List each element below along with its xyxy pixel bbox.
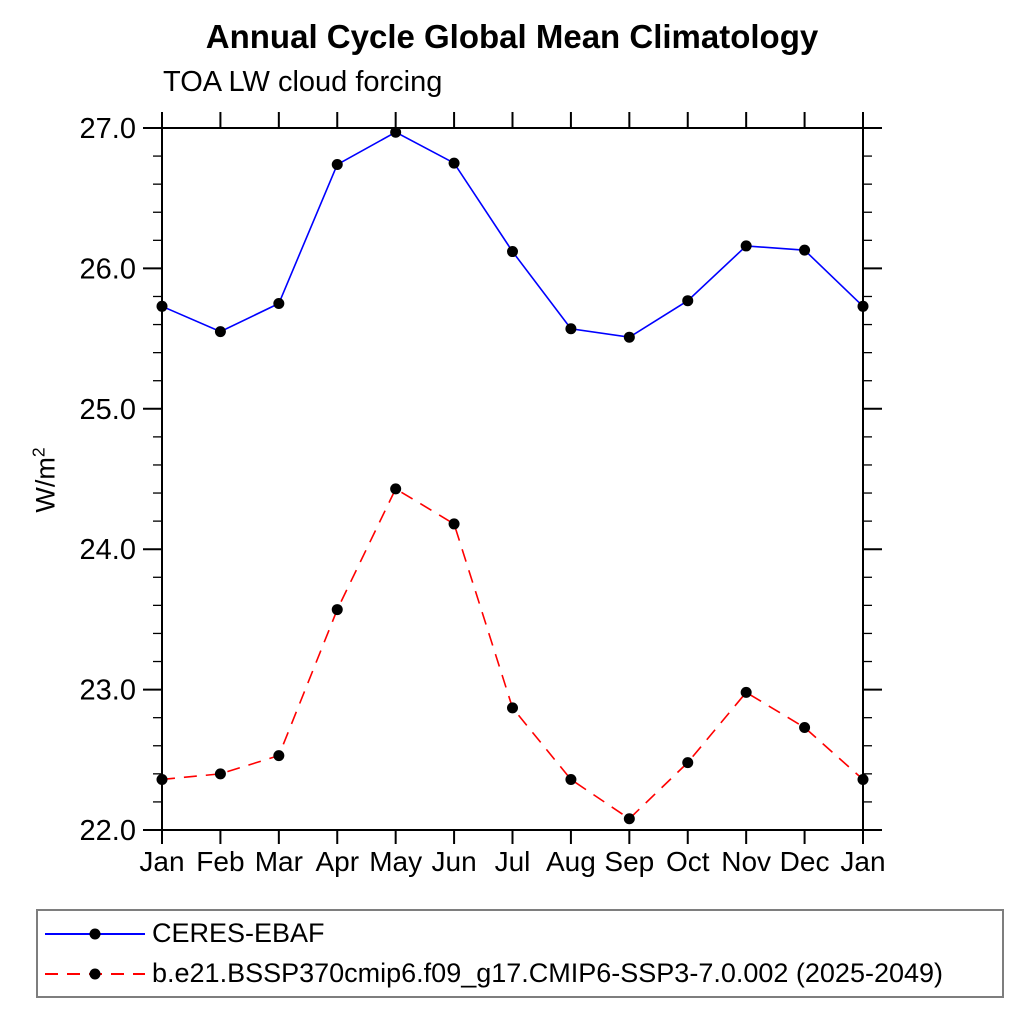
data-point xyxy=(214,326,226,338)
data-point xyxy=(507,246,518,258)
y-tick-label: 23.0 xyxy=(80,675,136,707)
data-point xyxy=(331,604,343,616)
data-point xyxy=(331,159,343,171)
x-tick-label: Oct xyxy=(666,846,710,877)
legend-label-model: b.e21.BSSP370cmip6.f09_g17.CMIP6-SSP3-7.… xyxy=(152,958,944,988)
data-point xyxy=(156,300,168,312)
x-tick-label: Jul xyxy=(495,846,531,877)
data-point xyxy=(448,518,460,530)
y-tick-label: 27.0 xyxy=(80,113,136,145)
x-tick-label: May xyxy=(369,846,422,877)
data-point xyxy=(507,702,518,714)
x-tick-label: Dec xyxy=(780,846,830,877)
chart-subtitle: TOA LW cloud forcing xyxy=(163,66,443,98)
data-point xyxy=(273,298,285,309)
series-line-ceres-ebaf xyxy=(161,131,864,339)
data-point xyxy=(799,244,811,256)
x-tick-label: Sep xyxy=(604,846,654,877)
data-point xyxy=(448,157,460,169)
plot-frame xyxy=(161,127,864,831)
data-point xyxy=(740,686,752,698)
data-point xyxy=(857,300,869,312)
data-point xyxy=(390,483,402,495)
x-tick-label: Nov xyxy=(721,846,771,877)
legend-line-sample-solid xyxy=(45,928,145,939)
data-point xyxy=(682,295,694,307)
x-tick-label: Jan xyxy=(840,846,885,877)
y-tick-label: 22.0 xyxy=(80,815,136,847)
legend-line-sample-dashed xyxy=(45,968,145,979)
legend-item-model: b.e21.BSSP370cmip6.f09_g17.CMIP6-SSP3-7.… xyxy=(42,954,1002,994)
data-point xyxy=(273,750,285,762)
y-tick-label: 26.0 xyxy=(80,253,136,285)
x-tick-label: Feb xyxy=(196,846,244,877)
chart-title: Annual Cycle Global Mean Climatology xyxy=(205,18,819,55)
data-point xyxy=(390,126,402,138)
data-point xyxy=(799,722,811,734)
data-point xyxy=(156,773,168,785)
series-line-model xyxy=(161,487,864,820)
data-point xyxy=(623,813,635,825)
data-point xyxy=(565,773,577,785)
data-point xyxy=(214,768,226,780)
data-point xyxy=(682,757,694,769)
data-point xyxy=(740,240,752,252)
data-point xyxy=(565,323,577,335)
x-tick-label: Apr xyxy=(315,846,359,877)
legend: CERES-EBAF b.e21.BSSP370cmip6.f09_g17.CM… xyxy=(36,909,1004,998)
legend-label-ceres-ebaf: CERES-EBAF xyxy=(152,918,325,948)
legend-item-ceres-ebaf: CERES-EBAF xyxy=(42,914,1002,954)
y-tick-label: 24.0 xyxy=(80,534,136,566)
data-point xyxy=(623,331,635,343)
x-tick-label: Mar xyxy=(255,846,303,877)
x-tick-label: Aug xyxy=(546,846,596,877)
x-tick-label: Jan xyxy=(139,846,184,877)
data-point xyxy=(857,773,869,785)
y-tick-label: 25.0 xyxy=(80,394,136,426)
x-tick-label: Jun xyxy=(432,846,477,877)
